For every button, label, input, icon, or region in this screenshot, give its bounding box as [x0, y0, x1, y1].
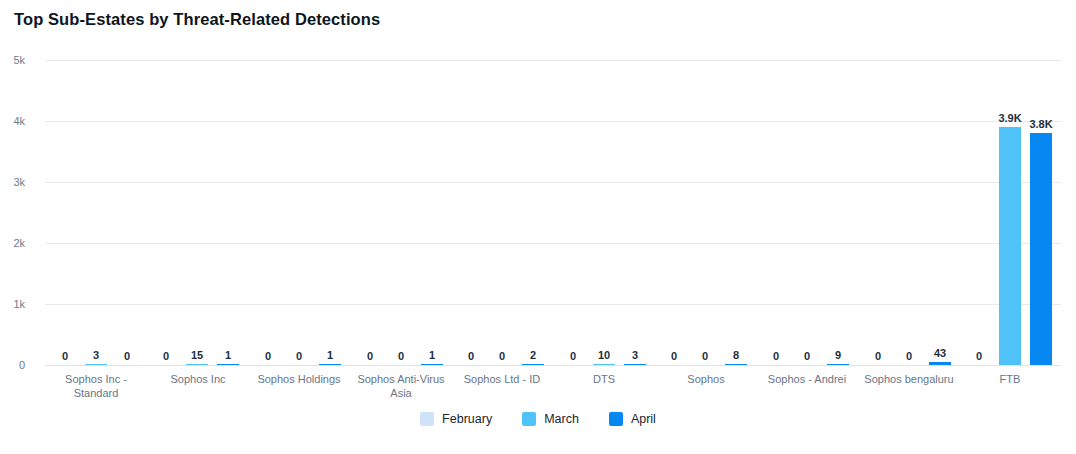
bar-april-sophos-anti-virus-asia[interactable] [421, 364, 443, 365]
category-label-sophos-holdings: Sophos Holdings [248, 372, 350, 386]
x-axis-category-labels: Sophos Inc - StandardSophos IncSophos Ho… [45, 372, 1061, 404]
category-label-dts: DTS [553, 372, 655, 386]
bar-april-dts[interactable] [624, 364, 646, 365]
legend-item-april[interactable]: April [609, 412, 656, 426]
bar-march-sophos-inc[interactable] [186, 364, 208, 365]
legend-swatch-february [420, 412, 434, 426]
category-label-sophos-inc: Sophos Inc [147, 372, 249, 386]
gridline-2k [45, 243, 1061, 244]
value-label-april-8: 43 [918, 347, 962, 359]
bar-march-dts[interactable] [593, 364, 615, 365]
y-axis-tick-4k: 4k [0, 115, 25, 127]
value-label-april-7: 9 [816, 349, 860, 361]
legend-swatch-april [609, 412, 623, 426]
bar-april-sophos-ltd-id[interactable] [522, 364, 544, 365]
category-label-sophos-inc-standard: Sophos Inc - Standard [45, 372, 147, 400]
y-axis-tick-5k: 5k [0, 54, 25, 66]
threat-detections-chart-card: Top Sub-Estates by Threat-Related Detect… [0, 0, 1076, 454]
value-label-april-4: 2 [511, 349, 555, 361]
y-axis-tick-1k: 1k [0, 298, 25, 310]
bar-april-sophos-inc[interactable] [217, 364, 239, 365]
gridline-4k [45, 121, 1061, 122]
gridline-0 [45, 365, 1061, 366]
category-label-sophos-bengaluru: Sophos bengaluru [858, 372, 960, 386]
value-label-april-3: 1 [410, 349, 454, 361]
legend-swatch-march [522, 412, 536, 426]
value-label-april-2: 1 [308, 349, 352, 361]
bar-april-sophos-holdings[interactable] [319, 364, 341, 365]
value-label-april-9: 3.8K [1019, 118, 1063, 130]
category-label-sophos-andrei: Sophos - Andrei [756, 372, 858, 386]
bar-april-sophos-andrei[interactable] [827, 364, 849, 365]
legend-label-february: February [442, 412, 492, 426]
value-label-april-5: 3 [613, 349, 657, 361]
chart-plot-area: 5k4k3k2k1k00000000000315000100003.9K0111… [45, 60, 1061, 365]
value-label-april-6: 8 [714, 349, 758, 361]
y-axis-tick-3k: 3k [0, 176, 25, 188]
gridline-5k [45, 60, 1061, 61]
category-label-sophos: Sophos [655, 372, 757, 386]
bar-march-sophos-inc-standard[interactable] [85, 364, 107, 365]
category-label-sophos-anti-virus-asia: Sophos Anti-Virus Asia [350, 372, 452, 400]
chart-title: Top Sub-Estates by Threat-Related Detect… [14, 10, 380, 29]
bar-april-ftb[interactable] [1030, 133, 1052, 365]
legend-item-february[interactable]: February [420, 412, 492, 426]
category-label-sophos-ltd-id: Sophos Ltd - ID [451, 372, 553, 386]
gridline-3k [45, 182, 1061, 183]
bar-march-ftb[interactable] [999, 127, 1021, 365]
bar-april-sophos[interactable] [725, 364, 747, 365]
y-axis-tick-2k: 2k [0, 237, 25, 249]
category-label-ftb: FTB [959, 372, 1061, 386]
value-label-february-9: 0 [957, 350, 1001, 362]
value-label-april-0: 0 [105, 350, 149, 362]
chart-legend: February March April [0, 412, 1076, 426]
value-label-april-1: 1 [206, 349, 250, 361]
legend-label-march: March [544, 412, 579, 426]
y-axis-tick-0: 0 [0, 359, 25, 371]
bar-april-sophos-bengaluru[interactable] [929, 362, 951, 365]
gridline-1k [45, 304, 1061, 305]
legend-item-march[interactable]: March [522, 412, 579, 426]
legend-label-april: April [631, 412, 656, 426]
